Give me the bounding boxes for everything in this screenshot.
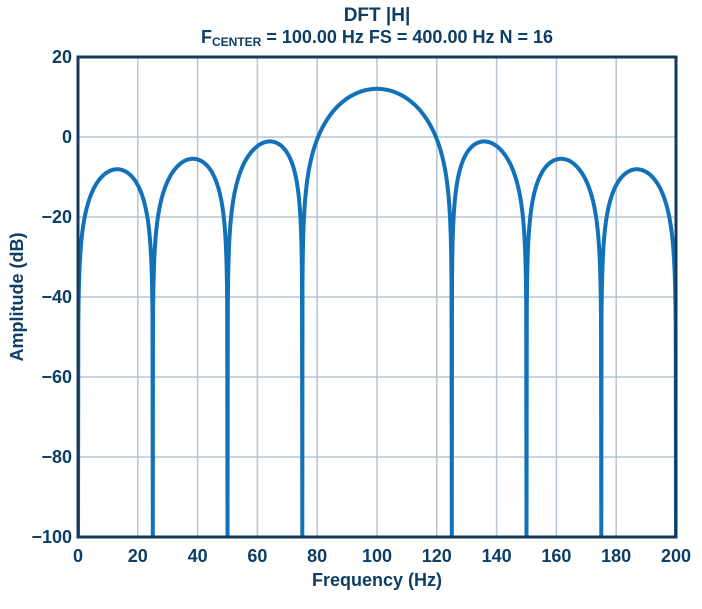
y-tick-label: 0 bbox=[61, 127, 72, 147]
x-axis-label: Frequency (Hz) bbox=[311, 570, 443, 590]
y-tick-label: −100 bbox=[31, 527, 72, 547]
y-tick-label: 20 bbox=[51, 47, 72, 67]
y-tick-label: −40 bbox=[41, 287, 72, 307]
x-tick-label: 160 bbox=[541, 546, 572, 566]
subtitle-values: = 100.00 Hz FS = 400.00 Hz N = 16 bbox=[261, 27, 554, 47]
y-tick-label: −60 bbox=[41, 367, 72, 387]
y-axis-label: Amplitude (dB) bbox=[7, 232, 27, 362]
y-tick-label: −80 bbox=[41, 447, 72, 467]
chart-subtitle: FCENTER = 100.00 Hz FS = 400.00 Hz N = 1… bbox=[78, 27, 676, 49]
x-tick-label: 0 bbox=[72, 546, 83, 566]
x-tick-label: 100 bbox=[361, 546, 393, 566]
x-tick-label: 80 bbox=[307, 546, 328, 566]
chart-title: DFT |H| bbox=[343, 5, 411, 26]
x-tick-label: 120 bbox=[421, 546, 452, 566]
x-tick-label: 200 bbox=[660, 546, 692, 566]
y-tick-label: −20 bbox=[41, 207, 72, 227]
x-tick-label: 20 bbox=[127, 546, 148, 566]
x-tick-label: 180 bbox=[601, 546, 632, 566]
x-tick-label: 40 bbox=[187, 546, 208, 566]
grid-lines bbox=[78, 57, 676, 537]
subtitle-f-symbol: F bbox=[200, 27, 212, 47]
dft-magnitude-curve bbox=[78, 86, 676, 537]
x-tick-label: 140 bbox=[481, 546, 512, 566]
plot-border bbox=[76, 55, 678, 539]
x-tick-label: 60 bbox=[247, 546, 268, 566]
subtitle-f-subscript: CENTER bbox=[211, 35, 262, 49]
